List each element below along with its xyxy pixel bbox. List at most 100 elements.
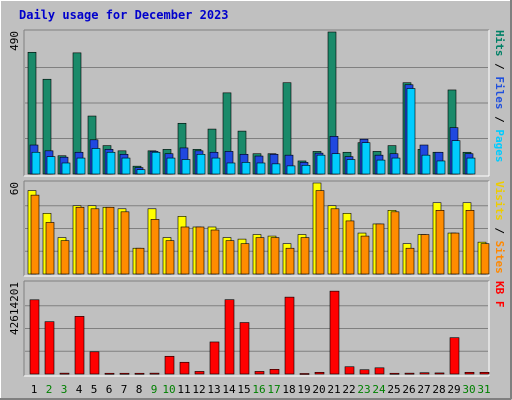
bar-kb-f-day-8 [134,372,145,375]
bar-sites-day-25 [390,211,400,275]
bar-kb-f-day-30 [464,371,475,375]
x-tick-label: 30 [462,383,475,396]
bar-pages-day-5 [91,148,101,175]
bar-kb-f-day-9 [149,372,160,375]
bar-sites-day-12 [195,226,205,275]
chart-title: Daily usage for December 2023 [19,8,229,22]
x-tick-label: 9 [151,383,158,396]
x-tick-label: 12 [192,383,205,396]
bar-pages-day-18 [286,165,296,175]
bar-pages-day-19 [301,165,311,175]
bar-pages-day-2 [46,156,56,175]
x-tick-label: 19 [297,383,310,396]
bar-pages-day-8 [136,169,146,175]
series-legend: KB F [493,281,506,308]
bar-pages-day-7 [121,157,131,175]
bar-sites-day-4 [75,206,85,275]
bar-pages-day-29 [451,140,461,175]
x-tick-label: 7 [121,383,128,396]
bar-sites-day-23 [360,235,370,275]
x-tick-label: 23 [357,383,370,396]
bar-pages-day-1 [31,151,41,175]
bar-sites-day-16 [255,237,265,275]
x-tick-label: 17 [267,383,280,396]
bar-pages-day-24 [376,159,386,175]
series-legend: Visits / Sites [493,181,506,274]
bar-sites-day-30 [465,210,475,275]
bar-kb-f-day-3 [59,372,70,375]
bar-sites-day-18 [285,247,295,275]
x-tick-label: 28 [432,383,445,396]
bar-sites-day-5 [90,208,100,275]
bar-pages-day-23 [361,142,371,175]
bar-sites-day-9 [150,219,160,275]
bar-kb-f-day-24 [374,367,385,375]
bar-kb-f-day-14 [224,299,235,375]
bar-kb-f-day-10 [164,355,175,375]
bar-pages-day-15 [241,162,251,175]
bar-kb-f-day-15 [239,322,250,375]
series-legend: Hits / Files / Pages [493,30,506,163]
axis-max-label: 490 [8,31,21,51]
x-tick-label: 22 [342,383,355,396]
bar-pages-day-17 [271,163,281,175]
x-tick-label: 2 [46,383,53,396]
x-tick-label: 4 [76,383,83,396]
bar-pages-day-30 [466,157,476,175]
bar-pages-day-27 [421,154,431,175]
axis-max-label: 60 [8,182,21,195]
bar-kb-f-day-22 [344,366,355,375]
x-tick-label: 1 [31,383,38,396]
bar-kb-f-day-18 [284,296,295,375]
bar-sites-day-20 [315,190,325,275]
bar-pages-day-14 [226,162,236,175]
bar-pages-day-26 [406,88,416,175]
bar-kb-f-day-17 [269,369,280,375]
bar-sites-day-24 [375,223,385,275]
bar-kb-f-day-19 [299,373,310,375]
bar-pages-day-13 [211,157,221,175]
bar-kb-f-day-28 [434,372,445,375]
bar-sites-day-6 [105,206,115,275]
bar-sites-day-13 [210,229,220,275]
bar-sites-day-14 [225,240,235,275]
bar-kb-f-day-1 [29,299,40,375]
bar-pages-day-28 [436,160,446,175]
bar-pages-day-12 [196,153,206,175]
x-tick-label: 5 [91,383,98,396]
bar-sites-day-28 [435,210,445,275]
x-tick-label: 11 [177,383,190,396]
bar-kb-f-day-29 [449,337,460,375]
bar-pages-day-22 [346,159,356,175]
bar-pages-day-16 [256,162,266,175]
x-tick-label: 6 [106,383,113,396]
bar-sites-day-31 [480,243,490,275]
x-tick-label: 18 [282,383,295,396]
bar-sites-day-19 [300,237,310,275]
bar-kb-f-day-6 [104,372,115,375]
bar-kb-f-day-21 [329,290,340,375]
bar-kb-f-day-16 [254,371,265,375]
axis-max-label: 42614201 [8,282,21,335]
bar-pages-day-21 [331,153,341,175]
bar-pages-day-11 [181,159,191,175]
x-tick-label: 20 [312,383,325,396]
bar-sites-day-29 [450,232,460,275]
bar-pages-day-25 [391,157,401,175]
x-tick-label: 16 [252,383,265,396]
bar-kb-f-day-25 [389,372,400,375]
bar-kb-f-day-2 [44,321,55,375]
bar-pages-day-3 [61,162,71,175]
bar-kb-f-day-26 [404,372,415,375]
bar-sites-day-15 [240,243,250,275]
panel-2: 60 Visits / Sites [8,180,506,277]
bar-pages-day-6 [106,151,116,175]
panel-1: 490 Hits / Files / Pages [8,29,506,177]
bar-kb-f-day-27 [419,372,430,375]
x-tick-label: 3 [61,383,68,396]
bar-sites-day-22 [345,220,355,275]
x-tick-label: 21 [327,383,340,396]
bar-sites-day-26 [405,247,415,275]
x-tick-label: 31 [477,383,490,396]
bar-kb-f-day-23 [359,369,370,375]
